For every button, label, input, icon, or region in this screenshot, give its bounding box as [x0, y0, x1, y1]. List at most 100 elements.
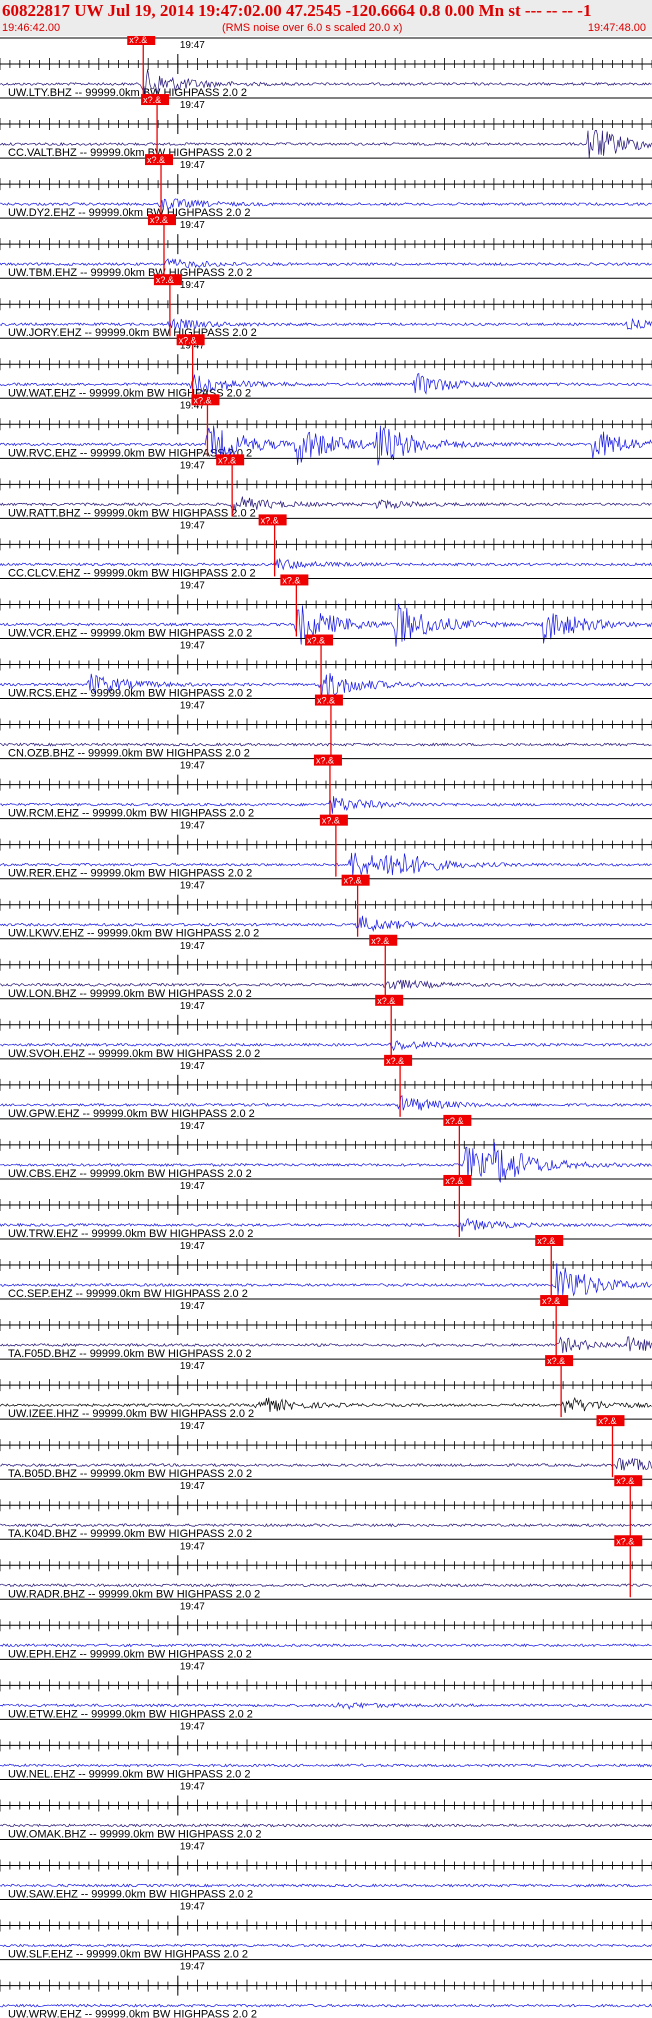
pick-label: x?.& [193, 395, 211, 405]
second-ticks [0, 1259, 652, 1271]
pick-flag [535, 1235, 564, 1246]
waveform [0, 1823, 652, 1828]
minute-tick-label: 19:47 [180, 1902, 205, 1913]
second-ticks [0, 1439, 652, 1452]
second-ticks [0, 1138, 652, 1151]
minute-tick-label: 19:47 [180, 1781, 205, 1792]
minute-tick-label: 19:47 [180, 1481, 205, 1492]
second-ticks [0, 478, 652, 491]
station-label: TA.K04D.BHZ -- 99999.0km BW HIGHPASS 2.0… [8, 1528, 252, 1540]
station-label: UW.TBM.EHZ -- 99999.0km BW HIGHPASS 2.0 … [8, 267, 252, 279]
minute-tick-label: 19:47 [180, 520, 205, 531]
pick-label: x?.& [344, 876, 362, 886]
pick-flag [614, 1535, 643, 1547]
second-ticks [0, 658, 652, 671]
station-label: UW.RER.EHZ -- 99999.0km BW HIGHPASS 2.0 … [8, 868, 252, 880]
pick-label: x?.& [537, 1236, 555, 1246]
waveform [0, 1523, 652, 1528]
pick-flag [313, 754, 342, 766]
pick-label: x?.& [147, 155, 165, 165]
second-ticks [0, 1319, 652, 1332]
pick-flag [258, 514, 287, 526]
waveform [0, 1883, 652, 1888]
second-ticks [0, 1679, 652, 1692]
minute-tick-label: 19:47 [180, 1181, 205, 1192]
station-label: UW.VCR.EHZ -- 99999.0km BW HIGHPASS 2.0 … [8, 627, 252, 639]
station-label: UW.TRW.EHZ -- 99999.0km BW HIGHPASS 2.0 … [8, 1228, 253, 1240]
minute-tick-label: 19:47 [180, 821, 205, 832]
station-label: UW.JORY.EHZ -- 99999.0km BW HIGHPASS 2.0… [8, 327, 257, 339]
waveform [0, 1142, 652, 1183]
waveform [0, 915, 652, 933]
waveform [0, 852, 652, 877]
pick-flag [176, 334, 205, 346]
pick-flag [305, 634, 334, 646]
minute-tick-label: 19:47 [180, 701, 205, 712]
station-label: UW.ETW.EHZ -- 99999.0km BW HIGHPASS 2.0 … [8, 1708, 253, 1720]
minute-tick-label: 19:47 [180, 1241, 205, 1252]
station-label: UW.OMAK.BHZ -- 99999.0km BW HIGHPASS 2.0… [8, 1828, 261, 1840]
minute-tick-label: 19:47 [180, 220, 205, 231]
second-ticks [0, 118, 652, 131]
second-ticks [0, 1018, 652, 1031]
second-ticks [0, 1919, 652, 1932]
seismogram-plot: 19:47 UW.LTY.BHZ -- 99999.0km BW HIGHPASS… [0, 36, 652, 2018]
station-label: TA.B05D.BHZ -- 99999.0km BW HIGHPASS 2.0… [8, 1468, 252, 1480]
waveform [0, 742, 652, 747]
pick-label: x?.& [150, 215, 168, 225]
waveform [0, 1763, 652, 1768]
pick-flag [314, 694, 343, 706]
second-ticks [0, 1379, 652, 1392]
pick-flag [540, 1295, 569, 1307]
pick-flag [375, 994, 404, 1006]
waveform [0, 1094, 652, 1111]
pick-flag [443, 1174, 472, 1186]
second-ticks [0, 1198, 652, 1211]
second-ticks [0, 238, 652, 251]
pick-label: x?.& [129, 36, 147, 45]
pick-label: x?.& [616, 1476, 634, 1486]
minute-tick-label: 19:47 [180, 280, 205, 291]
waveform [0, 673, 652, 700]
minute-tick-label: 19:47 [180, 160, 205, 171]
waveform [0, 496, 652, 514]
pick-flag [216, 454, 245, 466]
pick-flag [153, 274, 182, 286]
waveform [0, 258, 652, 269]
waveform [0, 372, 652, 395]
pick-flag [127, 36, 156, 45]
second-ticks [0, 298, 652, 311]
station-label: UW.RATT.BHZ -- 99999.0km BW HIGHPASS 2.0… [8, 507, 256, 519]
waveform [0, 557, 652, 571]
minute-tick-label: 19:47 [180, 1301, 205, 1312]
second-ticks [0, 1859, 652, 1872]
pick-label: x?.& [616, 1536, 634, 1546]
pick-label: x?.& [547, 1356, 565, 1366]
pick-label: x?.& [542, 1296, 560, 1306]
second-ticks [0, 898, 652, 911]
second-ticks [0, 58, 652, 70]
second-ticks [0, 718, 652, 731]
station-label: UW.GPW.EHZ -- 99999.0km BW HIGHPASS 2.0 … [8, 1108, 255, 1120]
minute-tick-label: 19:47 [180, 460, 205, 471]
minute-tick-label: 19:47 [180, 580, 205, 591]
station-label: UW.NEL.EHZ -- 99999.0km BW HIGHPASS 2.0 … [8, 1768, 250, 1780]
pick-flag [596, 1415, 625, 1427]
second-ticks [0, 778, 652, 791]
station-label: UW.RCS.EHZ -- 99999.0km BW HIGHPASS 2.0 … [8, 688, 252, 700]
pick-label: x?.& [445, 1116, 463, 1126]
pick-flag [319, 814, 348, 826]
waveform [0, 1943, 652, 1948]
second-ticks [0, 538, 652, 551]
pick-flag [369, 934, 398, 946]
start-time: 19:46:42.00 [2, 22, 61, 34]
station-label: TA.F05D.BHZ -- 99999.0km BW HIGHPASS 2.0… [8, 1348, 252, 1360]
waveform [0, 1583, 652, 1588]
station-label: UW.RVC.EHZ -- 99999.0km BW HIGHPASS 2.0 … [8, 447, 252, 459]
waveform [0, 1701, 652, 1710]
station-label: UW.SLF.EHZ -- 99999.0km BW HIGHPASS 2.0 … [8, 1949, 248, 1961]
pick-label: x?.& [317, 696, 335, 706]
minute-tick-label: 19:47 [180, 400, 205, 411]
waveform [0, 1217, 652, 1232]
waveform [0, 1643, 652, 1648]
